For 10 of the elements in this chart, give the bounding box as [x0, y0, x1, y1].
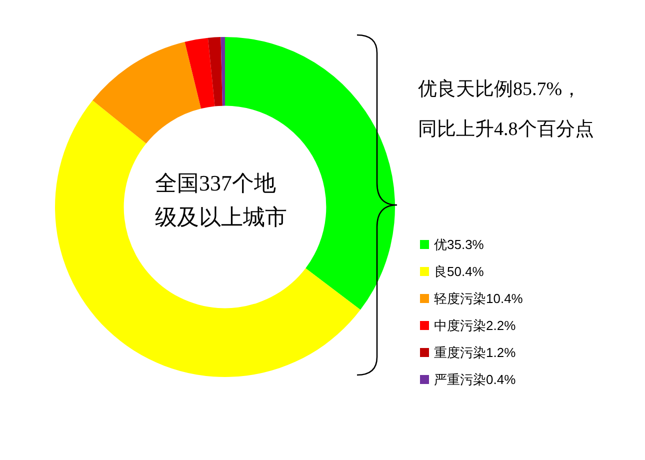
legend-label: 良50.4% [434, 264, 484, 279]
text: 优良天比例85.7%， [418, 78, 582, 100]
legend-label: 重度污染1.2% [434, 345, 516, 360]
text: 级及以上城市 [155, 204, 287, 230]
legend-label: 轻度污染10.4% [434, 291, 524, 306]
legend-label: 优35.3% [434, 237, 484, 252]
text: 同比上升4.8个百分点 [418, 119, 594, 140]
text: 全国337个地 [155, 170, 276, 196]
legend-label: 中度污染2.2% [434, 318, 516, 333]
legend-label: 严重污染0.4% [434, 372, 516, 387]
